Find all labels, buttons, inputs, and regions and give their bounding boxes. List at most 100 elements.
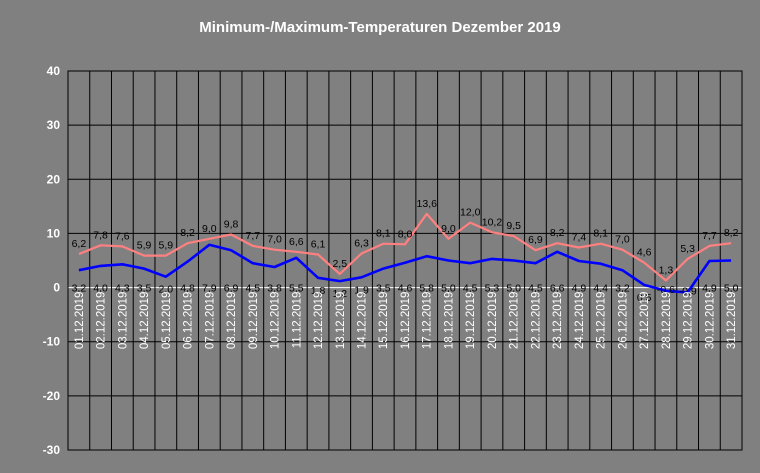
min-data-label: 3,2 <box>72 283 87 295</box>
x-tick-label: 24.12.2019 <box>574 292 586 350</box>
y-tick-label: 0 <box>53 281 60 295</box>
x-tick-label: 23.12.2019 <box>552 292 564 350</box>
min-data-label: 4,9 <box>572 283 587 295</box>
min-data-label: 5,8 <box>419 283 434 295</box>
min-data-label: 1,2 <box>332 288 347 300</box>
min-data-label: 4,5 <box>246 283 261 295</box>
min-data-label: 5,0 <box>441 283 456 295</box>
x-tick-label: 31.12.2019 <box>726 292 738 350</box>
y-tick-label: -20 <box>43 389 61 403</box>
x-tick-label: 02.12.2019 <box>96 292 108 350</box>
max-data-label: 7,0 <box>267 234 282 246</box>
min-data-label: 5,5 <box>289 283 304 295</box>
max-data-label: 8,1 <box>376 228 391 240</box>
x-tick-label: 22.12.2019 <box>530 292 542 350</box>
max-data-label: 6,6 <box>289 236 304 248</box>
min-data-label: 4,8 <box>180 283 195 295</box>
max-data-label: 5,9 <box>159 240 174 252</box>
min-data-label: 3,8 <box>267 283 282 295</box>
max-data-label: 6,9 <box>528 234 543 246</box>
x-tick-label: 16.12.2019 <box>400 292 412 350</box>
max-temperature-line <box>78 212 732 282</box>
max-data-label: 1,3 <box>659 265 674 277</box>
x-tick-label: 20.12.2019 <box>487 292 499 350</box>
data-labels-layer: 6,2 7,8 7,6 5,9 5,9 8,2 9,0 9,8 7,7 7,0 6,6 6,1 2,5 6… <box>72 198 739 304</box>
max-data-label: 9,0 <box>202 223 217 235</box>
max-data-label: 12,0 <box>460 207 481 219</box>
max-data-label: 8,1 <box>593 228 608 240</box>
min-data-label: 4,6 <box>398 283 413 295</box>
max-data-label: 7,8 <box>93 229 108 241</box>
min-data-label: 4,5 <box>463 283 478 295</box>
x-axis-ticks: 01.12.2019 02.12.2019 03.12.2019 04.12.2019… <box>74 292 738 350</box>
max-data-label: 9,8 <box>224 219 239 231</box>
y-tick-label: -10 <box>43 335 61 349</box>
max-data-label: 9,5 <box>506 220 521 232</box>
max-data-label: 8,2 <box>550 227 565 239</box>
min-data-label: 7,9 <box>202 283 217 295</box>
min-temperature-line <box>78 243 732 294</box>
max-data-label: 7,0 <box>615 234 630 246</box>
min-data-label: 3,5 <box>376 283 391 295</box>
min-data-label: 6,6 <box>550 283 565 295</box>
min-data-label: 3,5 <box>137 283 152 295</box>
x-tick-label: 18.12.2019 <box>443 292 455 350</box>
x-tick-label: 27.12.2019 <box>639 292 651 350</box>
y-tick-label: 30 <box>47 118 61 132</box>
max-data-label: 9,0 <box>441 223 456 235</box>
max-data-label: 4,6 <box>637 247 652 259</box>
min-data-label: 4,4 <box>593 283 608 295</box>
grid-layer <box>67 70 743 451</box>
max-data-label: 8,2 <box>180 227 195 239</box>
max-data-label: 2,5 <box>332 258 347 270</box>
y-tick-label: 40 <box>47 64 61 78</box>
min-data-label: 0,5 <box>637 292 652 304</box>
x-tick-label: 25.12.2019 <box>596 292 608 350</box>
x-tick-label: 28.12.2019 <box>661 292 673 350</box>
x-tick-label: 30.12.2019 <box>704 292 716 350</box>
min-data-label: 4,9 <box>702 283 717 295</box>
x-tick-label: 08.12.2019 <box>226 292 238 350</box>
min-data-label: -0,6 <box>657 284 675 296</box>
max-data-label: 6,1 <box>311 239 326 251</box>
x-tick-label: 29.12.2019 <box>683 292 695 350</box>
x-tick-label: 11.12.2019 <box>291 292 303 349</box>
min-data-label: 2,0 <box>159 284 174 296</box>
min-data-label: 1,8 <box>311 285 326 297</box>
x-tick-label: 15.12.2019 <box>378 292 390 350</box>
y-axis-ticks: 40 30 20 10 0 -10 -20 -30 <box>43 64 61 457</box>
x-tick-label: 26.12.2019 <box>617 292 629 350</box>
y-tick-label: 20 <box>47 172 61 186</box>
max-data-label: 7,7 <box>246 230 261 242</box>
max-data-label: 7,7 <box>702 230 717 242</box>
min-data-label: 5,3 <box>485 283 500 295</box>
min-data-label: 4,5 <box>528 283 543 295</box>
x-tick-label: 13.12.2019 <box>335 292 347 350</box>
max-data-label: 6,2 <box>72 238 87 250</box>
max-data-label: 13,6 <box>417 198 438 210</box>
x-tick-label: 06.12.2019 <box>183 292 195 350</box>
max-data-label: 7,4 <box>572 232 587 244</box>
max-data-label: 8,2 <box>724 227 739 239</box>
chart-title: Minimum-/Maximum-Temperaturen Dezember 2… <box>199 19 561 36</box>
min-data-label: 3,2 <box>615 283 630 295</box>
max-data-label: 7,6 <box>115 230 130 242</box>
x-tick-label: 07.12.2019 <box>204 292 216 350</box>
x-tick-label: 17.12.2019 <box>422 292 434 350</box>
min-data-label: 5,0 <box>724 283 739 295</box>
min-data-label: 6,9 <box>224 283 239 295</box>
max-data-label: 8,0 <box>398 228 413 240</box>
x-tick-label: 09.12.2019 <box>248 292 260 350</box>
plot-area <box>67 70 743 451</box>
x-tick-label: 14.12.2019 <box>357 292 369 350</box>
lines-layer <box>78 212 732 294</box>
min-data-label: 1,9 <box>354 284 369 296</box>
x-tick-label: 03.12.2019 <box>117 292 129 350</box>
x-tick-label: 12.12.2019 <box>313 292 325 350</box>
y-tick-label: 10 <box>47 226 61 240</box>
y-tick-label: -30 <box>43 443 61 457</box>
x-tick-label: 21.12.2019 <box>509 292 521 350</box>
max-data-label: 5,9 <box>137 240 152 252</box>
